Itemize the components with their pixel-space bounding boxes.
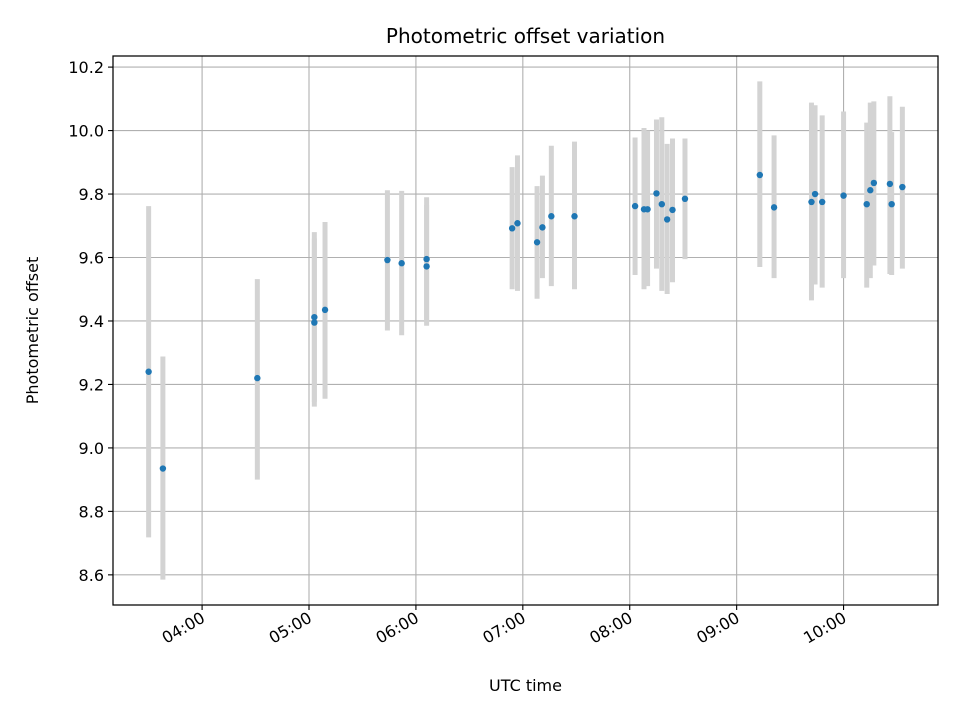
data-point: [514, 220, 521, 227]
data-point: [653, 190, 660, 197]
y-tick-label: 9.4: [79, 312, 104, 331]
data-point: [818, 198, 826, 206]
y-tick-label: 9.0: [79, 439, 104, 458]
data-point: [899, 183, 906, 191]
data-point: [631, 202, 639, 210]
data-point: [311, 313, 318, 321]
y-tick-label: 9.6: [79, 249, 104, 268]
data-point: [254, 374, 261, 382]
y-tick-label: 10.0: [68, 122, 104, 141]
data-point: [571, 213, 578, 220]
data-point: [658, 200, 666, 208]
data-point: [159, 465, 167, 472]
y-tick-label: 9.2: [79, 375, 104, 394]
x-axis-label: UTC time: [489, 676, 562, 695]
data-point: [384, 256, 391, 264]
data-point: [321, 306, 329, 314]
data-point: [870, 179, 878, 187]
y-tick-label: 8.8: [79, 502, 104, 521]
data-point: [770, 204, 778, 211]
data-point: [669, 206, 676, 214]
data-point: [756, 171, 764, 179]
data-point: [681, 195, 689, 203]
data-point: [145, 368, 152, 375]
chart-title: Photometric offset variation: [386, 24, 665, 48]
data-point: [663, 216, 671, 223]
data-point: [867, 187, 874, 194]
data-points: [145, 171, 906, 472]
data-point: [398, 260, 405, 267]
data-point: [811, 190, 819, 198]
data-point: [533, 239, 541, 246]
data-point: [539, 224, 546, 231]
data-point: [508, 225, 516, 232]
y-tick-label: 9.8: [79, 185, 104, 204]
data-point: [863, 200, 870, 208]
data-point: [644, 206, 651, 213]
data-point: [423, 263, 430, 270]
data-point: [886, 180, 894, 188]
y-axis-ticks: 8.6 8.8 9.0 9.2 9.4 9.6 9.8 10.0 10.2: [68, 58, 113, 585]
y-tick-label: 8.6: [79, 566, 104, 585]
grid-lines: [113, 56, 938, 605]
plot-frame: [112, 55, 939, 606]
data-point: [808, 198, 815, 206]
data-point: [311, 319, 318, 326]
data-point: [840, 192, 847, 199]
plot-area: [113, 56, 938, 605]
data-point: [548, 213, 555, 220]
data-point: [423, 255, 430, 263]
y-tick-label: 10.2: [68, 58, 104, 77]
y-axis-label: Photometric offset: [23, 257, 42, 405]
data-point: [888, 200, 895, 208]
